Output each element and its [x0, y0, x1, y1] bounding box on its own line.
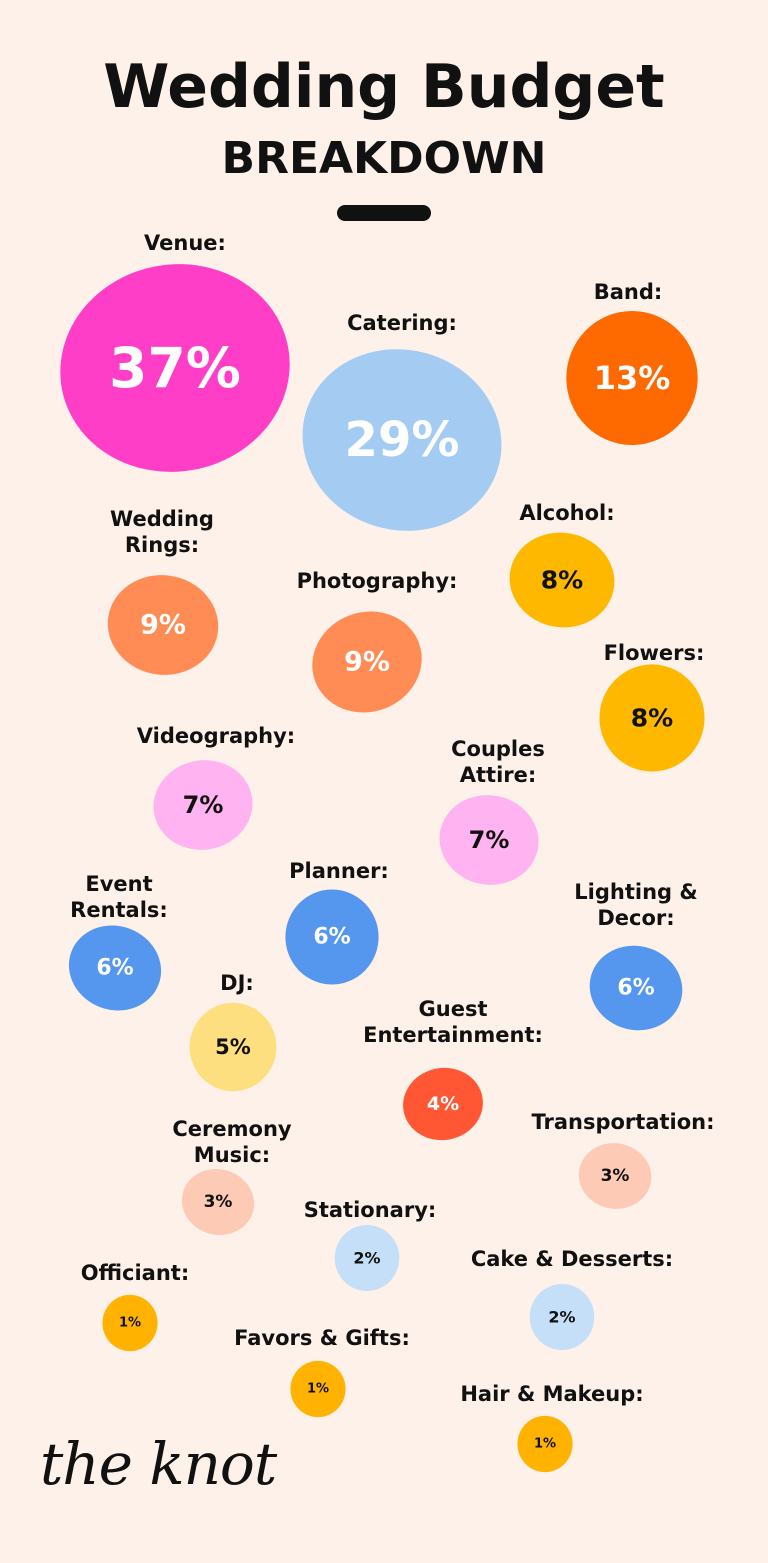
- value-label: 3%: [601, 1166, 630, 1186]
- value-label: 13%: [594, 359, 671, 397]
- value-label: 7%: [469, 826, 510, 854]
- category-label: Videography:: [136, 724, 296, 748]
- category-label: Lighting & Decor:: [574, 880, 698, 930]
- budget-blob: [60, 264, 290, 472]
- value-label: 4%: [427, 1093, 459, 1115]
- budget-blob: [578, 1143, 652, 1209]
- value-label: 1%: [119, 1316, 141, 1331]
- value-label: 1%: [307, 1382, 329, 1397]
- subtitle: BREAKDOWN: [221, 133, 547, 184]
- budget-blob: [529, 1284, 595, 1350]
- budget-blob: [599, 664, 705, 772]
- category-label: Guest Entertainment:: [363, 997, 543, 1047]
- value-label: 29%: [345, 412, 460, 468]
- title: Wedding Budget: [103, 52, 665, 122]
- category-label: Photography:: [296, 569, 458, 593]
- category-label: Hair & Makeup:: [460, 1382, 644, 1406]
- value-label: 2%: [353, 1249, 380, 1268]
- category-label: Planner:: [289, 859, 389, 883]
- budget-blob: [566, 311, 698, 445]
- category-label: Venue:: [144, 231, 226, 255]
- budget-blob: [290, 1360, 346, 1418]
- value-label: 3%: [204, 1192, 233, 1212]
- logo: the knot: [40, 1430, 277, 1498]
- budget-blob: [334, 1225, 400, 1291]
- budget-blob: [439, 795, 539, 885]
- budget-blob: [107, 575, 219, 675]
- value-label: 9%: [140, 610, 186, 641]
- budget-blob: [312, 611, 422, 713]
- budget-blob: [181, 1169, 255, 1235]
- budget-blob: [509, 532, 615, 628]
- category-label: Ceremony Music:: [172, 1117, 292, 1167]
- budget-blob: [403, 1067, 483, 1141]
- budget-blob: [68, 925, 162, 1011]
- budget-blob: [102, 1294, 158, 1352]
- category-label: Couples Attire:: [451, 737, 545, 787]
- value-label: 8%: [631, 704, 673, 733]
- category-label: Favors & Gifts:: [234, 1326, 410, 1350]
- budget-blob: [302, 349, 502, 531]
- budget-blob: [189, 1002, 277, 1092]
- category-label: Wedding Rings:: [110, 507, 214, 557]
- budget-blob: [589, 945, 683, 1031]
- value-label: 9%: [344, 647, 390, 678]
- value-label: 2%: [548, 1308, 575, 1327]
- budget-blob: [285, 889, 379, 985]
- value-label: 37%: [109, 336, 241, 400]
- category-label: DJ:: [220, 971, 254, 995]
- category-label: Alcohol:: [519, 501, 615, 525]
- value-label: 6%: [617, 976, 654, 1001]
- budget-blob: [153, 760, 253, 850]
- value-label: 6%: [313, 925, 350, 950]
- category-label: Officiant:: [80, 1261, 190, 1285]
- category-label: Catering:: [347, 311, 457, 335]
- category-label: Transportation:: [531, 1110, 715, 1134]
- value-label: 5%: [215, 1035, 251, 1059]
- category-label: Cake & Desserts:: [470, 1247, 674, 1271]
- category-label: Band:: [593, 280, 663, 304]
- category-label: Flowers:: [603, 641, 705, 665]
- value-label: 8%: [541, 566, 583, 595]
- category-label: Event Rentals:: [70, 872, 168, 922]
- value-label: 6%: [96, 956, 133, 981]
- value-label: 1%: [534, 1437, 556, 1452]
- divider-bar: [337, 205, 431, 221]
- budget-blob: [517, 1415, 573, 1473]
- value-label: 7%: [183, 791, 224, 819]
- category-label: Stationary:: [303, 1198, 437, 1222]
